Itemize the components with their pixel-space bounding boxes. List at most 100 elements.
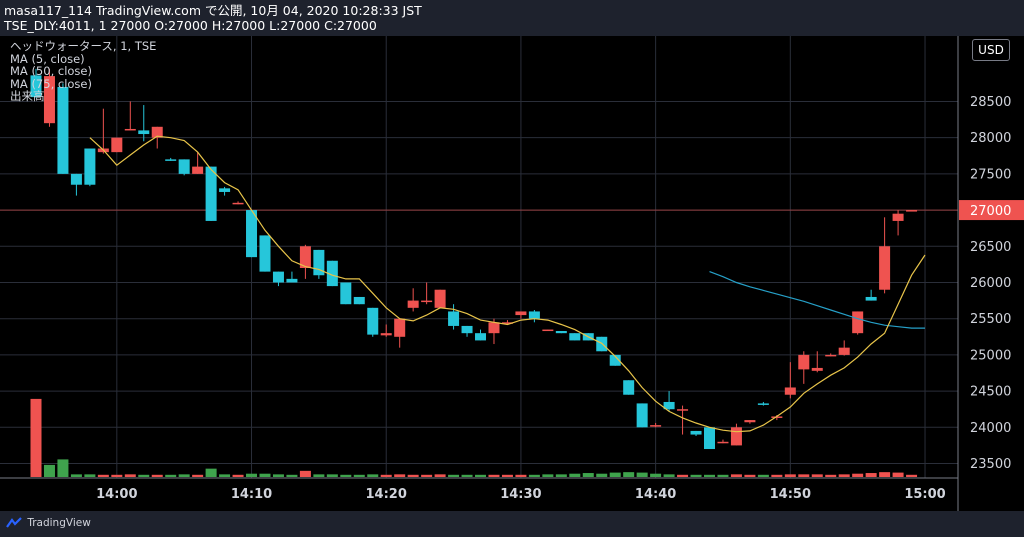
candle-body xyxy=(811,367,823,371)
price-tick-label: 27500 xyxy=(970,167,1011,182)
candle-body xyxy=(43,76,55,124)
candle-body xyxy=(299,246,311,268)
candle-body xyxy=(84,148,96,185)
time-tick-label: 15:00 xyxy=(904,487,945,502)
volume-bar xyxy=(852,473,864,477)
legend-ma5[interactable]: MA (5, close) xyxy=(10,51,85,66)
volume-bar xyxy=(515,474,527,477)
volume-bar xyxy=(421,474,433,477)
volume-bar xyxy=(542,474,554,477)
candle-body xyxy=(690,430,702,435)
legend-volume[interactable]: 出来高 xyxy=(10,89,45,104)
candle-body xyxy=(609,354,621,366)
volume-bar xyxy=(219,474,231,477)
candle-body xyxy=(757,403,769,405)
price-tick-label: 28000 xyxy=(970,131,1011,146)
legend-symbol[interactable]: ヘッドウォータース, 1, TSE xyxy=(10,39,157,53)
volume-bar xyxy=(124,474,136,477)
time-tick-label: 14:20 xyxy=(366,487,407,502)
candle-body xyxy=(838,347,850,355)
volume-bar xyxy=(879,472,891,477)
volume-bar xyxy=(43,464,55,477)
candle-body xyxy=(744,420,756,423)
volume-bar xyxy=(57,459,69,477)
candle-body xyxy=(528,311,540,319)
candle-body xyxy=(219,188,231,192)
volume-bar xyxy=(367,474,379,477)
candle-body xyxy=(57,86,69,174)
volume-bar xyxy=(569,473,581,477)
candle-body xyxy=(636,403,648,428)
candle-body xyxy=(192,166,204,174)
volume-bar xyxy=(677,474,689,477)
volume-bar xyxy=(757,474,769,477)
candle-body xyxy=(380,333,392,336)
volume-bar xyxy=(501,474,513,477)
volume-bar xyxy=(838,474,850,477)
publish-info: masa117_114 TradingView.com で公開, 10月 04,… xyxy=(4,3,422,18)
ma5-line xyxy=(89,135,926,433)
tradingview-logo[interactable]: TradingView xyxy=(6,516,91,530)
ma50-line xyxy=(709,271,925,329)
tradingview-logo-icon xyxy=(6,517,22,528)
volume-bar xyxy=(286,474,298,477)
volume-bar xyxy=(663,474,675,477)
volume-bar xyxy=(448,474,460,477)
volume-bar xyxy=(717,474,729,477)
volume-bar xyxy=(259,473,271,477)
price-tick-label: 25000 xyxy=(970,348,1011,363)
candle-body xyxy=(623,380,635,395)
legend-ma50[interactable]: MA (50, close) xyxy=(10,64,92,79)
volume-bar xyxy=(825,474,837,477)
candle-body xyxy=(892,213,904,221)
volume-bar xyxy=(178,474,190,477)
legend-ma75[interactable]: MA (75, close) xyxy=(10,76,92,91)
candle-body xyxy=(906,210,918,212)
candle-body xyxy=(569,333,581,341)
price-tick-label: 26500 xyxy=(970,240,1011,255)
candle-body xyxy=(825,354,837,357)
volume-bar xyxy=(784,474,796,477)
volume-bar xyxy=(232,474,244,477)
volume-bar xyxy=(151,474,163,477)
volume-bar xyxy=(906,474,918,477)
time-tick-label: 14:50 xyxy=(770,487,811,502)
candle-body xyxy=(165,159,177,161)
volume-bar xyxy=(111,474,123,477)
brand-label: TradingView xyxy=(27,517,91,529)
volume-bar xyxy=(165,474,177,477)
volume-bar xyxy=(528,474,540,477)
candle-body xyxy=(246,210,258,258)
candle-body xyxy=(798,354,810,370)
candle-body xyxy=(434,289,446,308)
volume-bar xyxy=(272,474,284,477)
volume-bar xyxy=(865,473,877,477)
price-tick-label: 28500 xyxy=(970,95,1011,110)
volume-bar xyxy=(340,474,352,477)
candle-body xyxy=(326,260,338,287)
volume-bar xyxy=(394,474,406,477)
volume-bar xyxy=(138,474,150,477)
time-tick-label: 14:40 xyxy=(635,487,676,502)
indicator-legend: ヘッドウォータース, 1, TSE MA (5, close) MA (50, … xyxy=(10,40,156,103)
candle-body xyxy=(663,401,675,410)
volume-bar xyxy=(596,473,608,477)
candle-body xyxy=(151,126,163,138)
volume-bar xyxy=(30,398,42,477)
volume-bar xyxy=(623,472,635,477)
candle-body xyxy=(784,387,796,395)
price-tick-label: 23500 xyxy=(970,457,1011,472)
currency-button[interactable]: USD xyxy=(972,39,1010,61)
candle-body xyxy=(515,311,527,316)
volume-bar xyxy=(690,474,702,477)
candle-body xyxy=(407,300,419,308)
volume-bar xyxy=(744,474,756,477)
candle-body xyxy=(313,249,325,276)
candle-body xyxy=(461,325,473,334)
volume-bar xyxy=(650,473,662,477)
candle-body xyxy=(771,416,783,418)
time-tick-label: 14:10 xyxy=(231,487,272,502)
chart-pane[interactable]: 23500 24000 24500 25000 25500 26000 26500 27000… xyxy=(0,36,1024,511)
price-chart-svg[interactable]: 23500 24000 24500 25000 25500 26000 26500 27000… xyxy=(0,36,1024,511)
volume-bar xyxy=(798,474,810,477)
